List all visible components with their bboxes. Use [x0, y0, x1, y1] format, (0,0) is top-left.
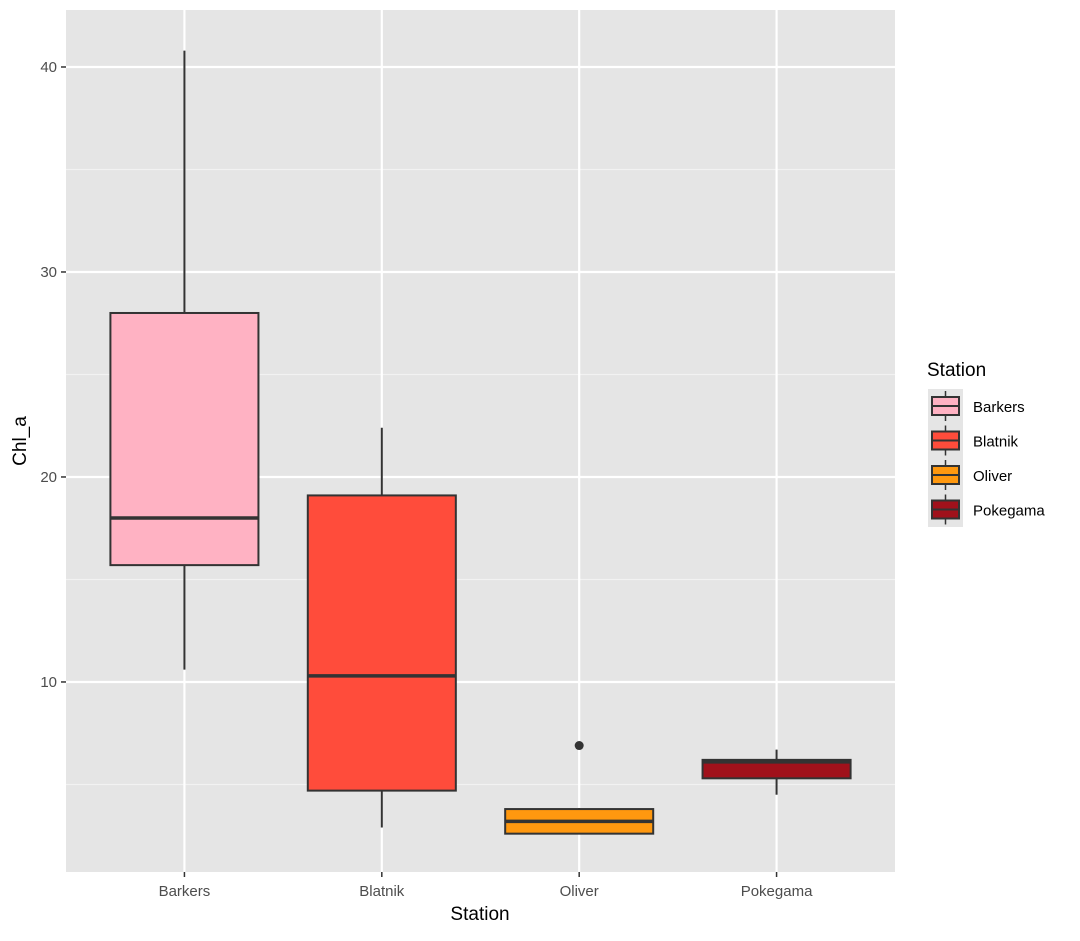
y-tick-label: 40 — [40, 59, 57, 76]
legend-label: Barkers — [973, 399, 1025, 416]
axes: 10 20 30 40 Barkers Blatnik Oliver Pokegama — [40, 59, 813, 900]
legend: Station Barkers Blatnik Oliver Pokegama — [927, 360, 1045, 527]
legend-label: Blatnik — [973, 434, 1019, 451]
y-axis-label: Chl_a — [10, 416, 31, 466]
legend-title: Station — [927, 360, 986, 381]
boxes — [109, 50, 852, 835]
legend-label: Oliver — [973, 468, 1012, 485]
y-tick-label: 30 — [40, 264, 57, 281]
box-oliver — [504, 741, 655, 835]
x-tick-label: Pokegama — [741, 883, 813, 900]
box-pokegama — [701, 749, 852, 795]
x-tick-label: Oliver — [560, 883, 599, 900]
box-blatnik — [306, 427, 457, 828]
box — [306, 494, 457, 792]
outlier-point — [574, 741, 584, 751]
y-tick-label: 10 — [40, 674, 57, 691]
x-axis-label: Station — [450, 904, 509, 925]
box-barkers — [109, 50, 260, 670]
box — [109, 311, 260, 567]
x-tick-label: Barkers — [159, 883, 211, 900]
legend-label: Pokegama — [973, 503, 1045, 520]
y-tick-label: 20 — [40, 469, 57, 486]
x-tick-label: Blatnik — [359, 883, 405, 900]
box — [701, 758, 852, 780]
